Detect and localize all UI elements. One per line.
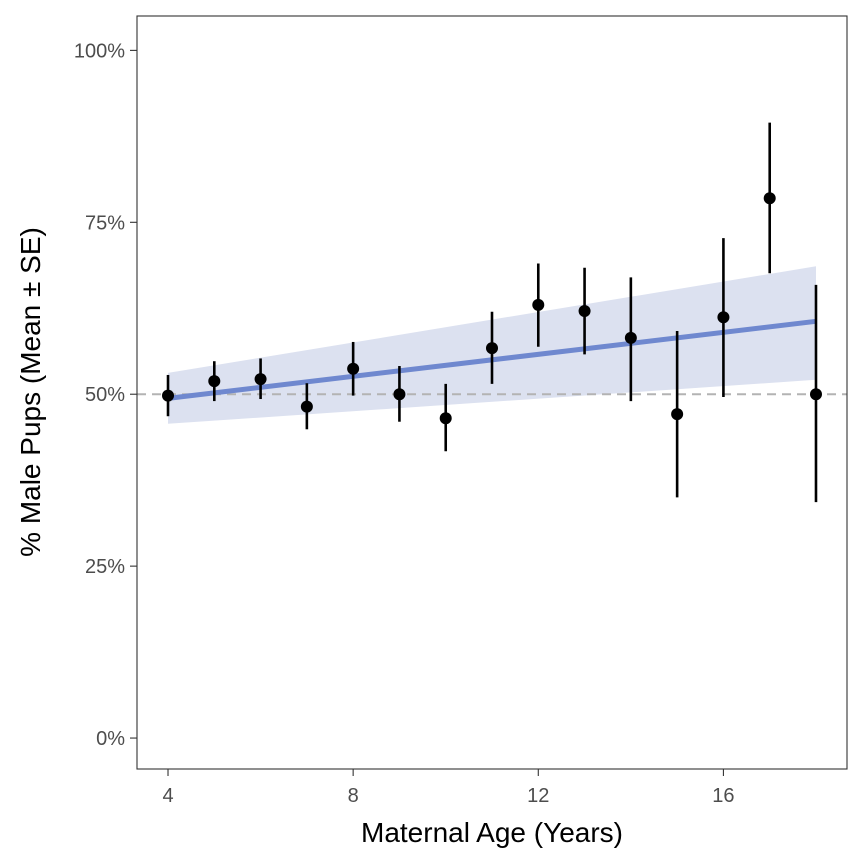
x-tick-label: 4 bbox=[162, 785, 173, 807]
x-axis-title: Maternal Age (Years) bbox=[361, 817, 623, 848]
y-tick-label: 0% bbox=[96, 728, 125, 750]
data-point bbox=[671, 408, 684, 421]
data-point bbox=[347, 362, 360, 375]
data-point bbox=[439, 412, 452, 425]
y-tick-label: 75% bbox=[85, 212, 125, 234]
data-point bbox=[532, 298, 545, 311]
y-tick-label: 25% bbox=[85, 556, 125, 578]
panel-border bbox=[136, 15, 848, 770]
axis-layer: 4 8 12 16 0% 25% 50% 75% 100% bbox=[74, 40, 735, 807]
x-tick-label: 16 bbox=[712, 785, 734, 807]
data-point bbox=[763, 192, 776, 205]
data-point bbox=[208, 375, 221, 388]
data-point bbox=[717, 311, 730, 324]
x-tick-label: 12 bbox=[527, 785, 549, 807]
x-tick-label: 8 bbox=[348, 785, 359, 807]
data-point bbox=[393, 388, 406, 401]
data-point bbox=[624, 331, 637, 344]
data-point bbox=[300, 400, 313, 413]
y-tick-label: 50% bbox=[85, 384, 125, 406]
y-tick-label: 100% bbox=[74, 40, 125, 62]
data-point bbox=[254, 373, 267, 386]
data-point bbox=[162, 389, 175, 402]
y-axis-title: % Male Pups (Mean ± SE) bbox=[15, 227, 46, 557]
point-layer bbox=[162, 192, 822, 425]
data-point bbox=[578, 305, 591, 318]
data-point bbox=[486, 342, 498, 355]
data-point bbox=[809, 388, 822, 401]
